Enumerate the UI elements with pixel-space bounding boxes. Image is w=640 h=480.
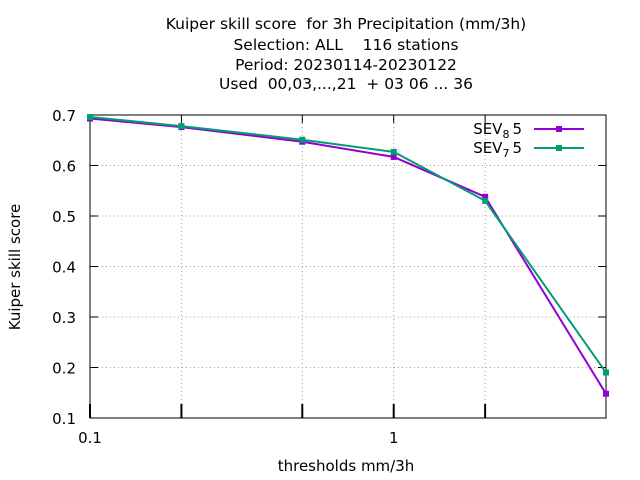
plot-border [89, 114, 607, 419]
x-tick-label: 0.1 [78, 429, 102, 447]
legend-label: SEV7 5 [473, 139, 522, 160]
legend-label: SEV8 5 [473, 120, 522, 141]
legend-marker [556, 145, 562, 151]
series-line-sev7 [89, 116, 607, 374]
data-point [603, 369, 609, 376]
chart-title-line-3: Period: 20230114-20230122 [235, 56, 457, 74]
data-point [603, 390, 609, 397]
chart-title-line-2: Selection: ALL 116 stations [233, 36, 459, 54]
x-axis-label: thresholds mm/3h [278, 457, 415, 475]
y-tick-label: 0.3 [52, 309, 76, 327]
legend-marker [556, 126, 562, 132]
data-point [87, 114, 93, 121]
series-line-sev8 [89, 117, 607, 395]
y-tick-label: 0.2 [52, 360, 76, 378]
grid-lines [90, 115, 606, 418]
data-series [87, 114, 609, 397]
y-tick-label: 0.5 [52, 208, 76, 226]
chart-title-line-1: Kuiper skill score for 3h Precipitation … [165, 15, 527, 33]
data-point [390, 148, 397, 155]
data-point [299, 136, 306, 143]
data-point [482, 197, 489, 204]
y-tick-label: 0.7 [52, 107, 76, 125]
x-tick-label: 1 [389, 429, 399, 447]
chart-title-line-4: Used 00,03,...,21 + 03 06 ... 36 [219, 75, 473, 93]
y-tick-label: 0.1 [52, 410, 76, 428]
data-point [482, 193, 489, 200]
y-tick-label: 0.6 [52, 158, 76, 176]
data-point [178, 123, 185, 130]
data-point [390, 153, 397, 160]
tick-labels: 0.1 0.2 0.3 0.4 0.5 0.6 0.7 0.1 1 [52, 107, 398, 447]
y-tick-label: 0.4 [52, 259, 76, 277]
y-axis-label: Kuiper skill score [6, 204, 24, 331]
